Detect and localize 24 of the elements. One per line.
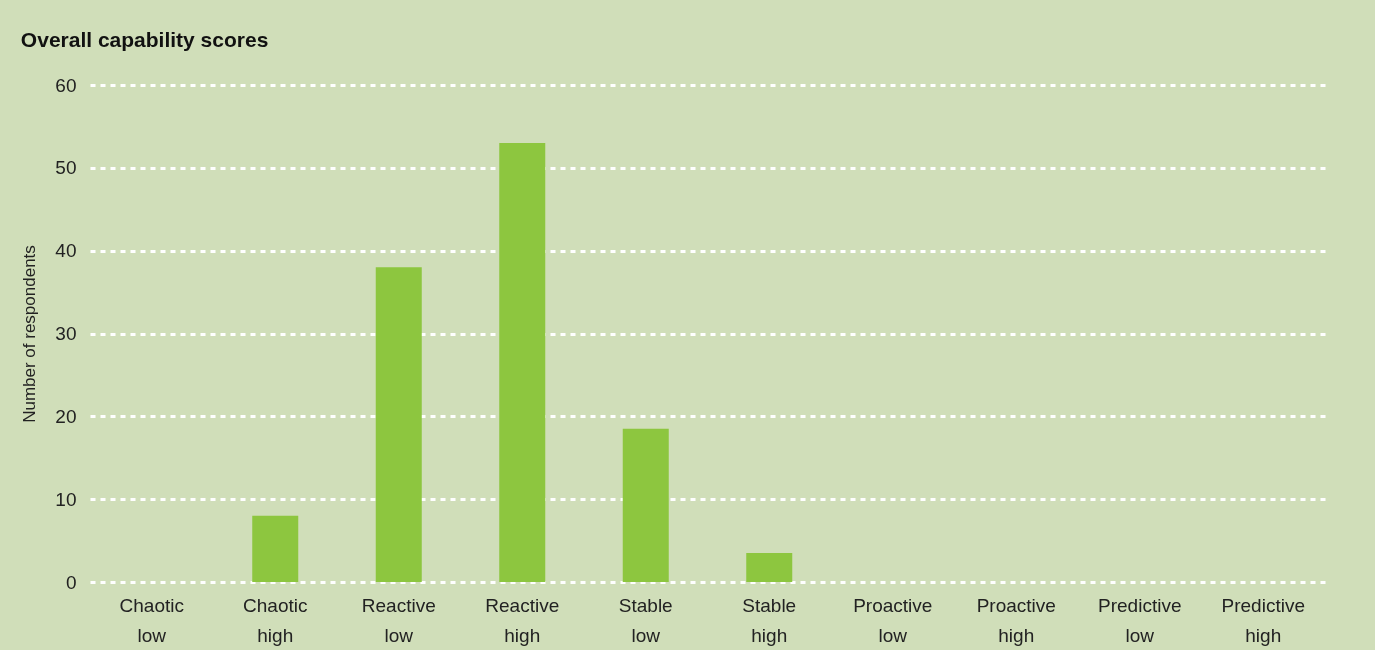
x-tick-label: Reactive high bbox=[485, 594, 560, 646]
x-tick-label: Proactive low bbox=[853, 594, 933, 646]
y-tick-label: 40 bbox=[55, 240, 77, 262]
bar bbox=[746, 553, 793, 582]
y-tick-label: 50 bbox=[55, 157, 77, 179]
x-tick-label: Stable low bbox=[618, 594, 673, 646]
x-tick-label: Chaotic low bbox=[119, 594, 184, 646]
y-tick-label: 10 bbox=[55, 488, 77, 510]
x-tick-label: Proactive high bbox=[976, 594, 1056, 646]
y-tick-label: 60 bbox=[55, 74, 77, 96]
y-tick-label: 30 bbox=[55, 323, 77, 344]
x-tick-label: Reactive low bbox=[361, 594, 436, 646]
y-tick-label: 20 bbox=[55, 405, 77, 427]
x-tick-label: Stable high bbox=[742, 594, 797, 646]
y-tick-label: 0 bbox=[65, 571, 77, 593]
x-tick-label: Predictive high bbox=[1221, 594, 1305, 646]
y-axis-title: Number of respondents bbox=[20, 245, 40, 423]
bar bbox=[375, 267, 422, 582]
x-tick-label: Predictive low bbox=[1098, 594, 1182, 646]
chart-title: Overall capability scores bbox=[20, 28, 269, 51]
bar bbox=[622, 428, 669, 582]
bar bbox=[499, 142, 546, 582]
x-tick-label: Chaotic high bbox=[243, 594, 308, 646]
bar bbox=[252, 515, 299, 582]
